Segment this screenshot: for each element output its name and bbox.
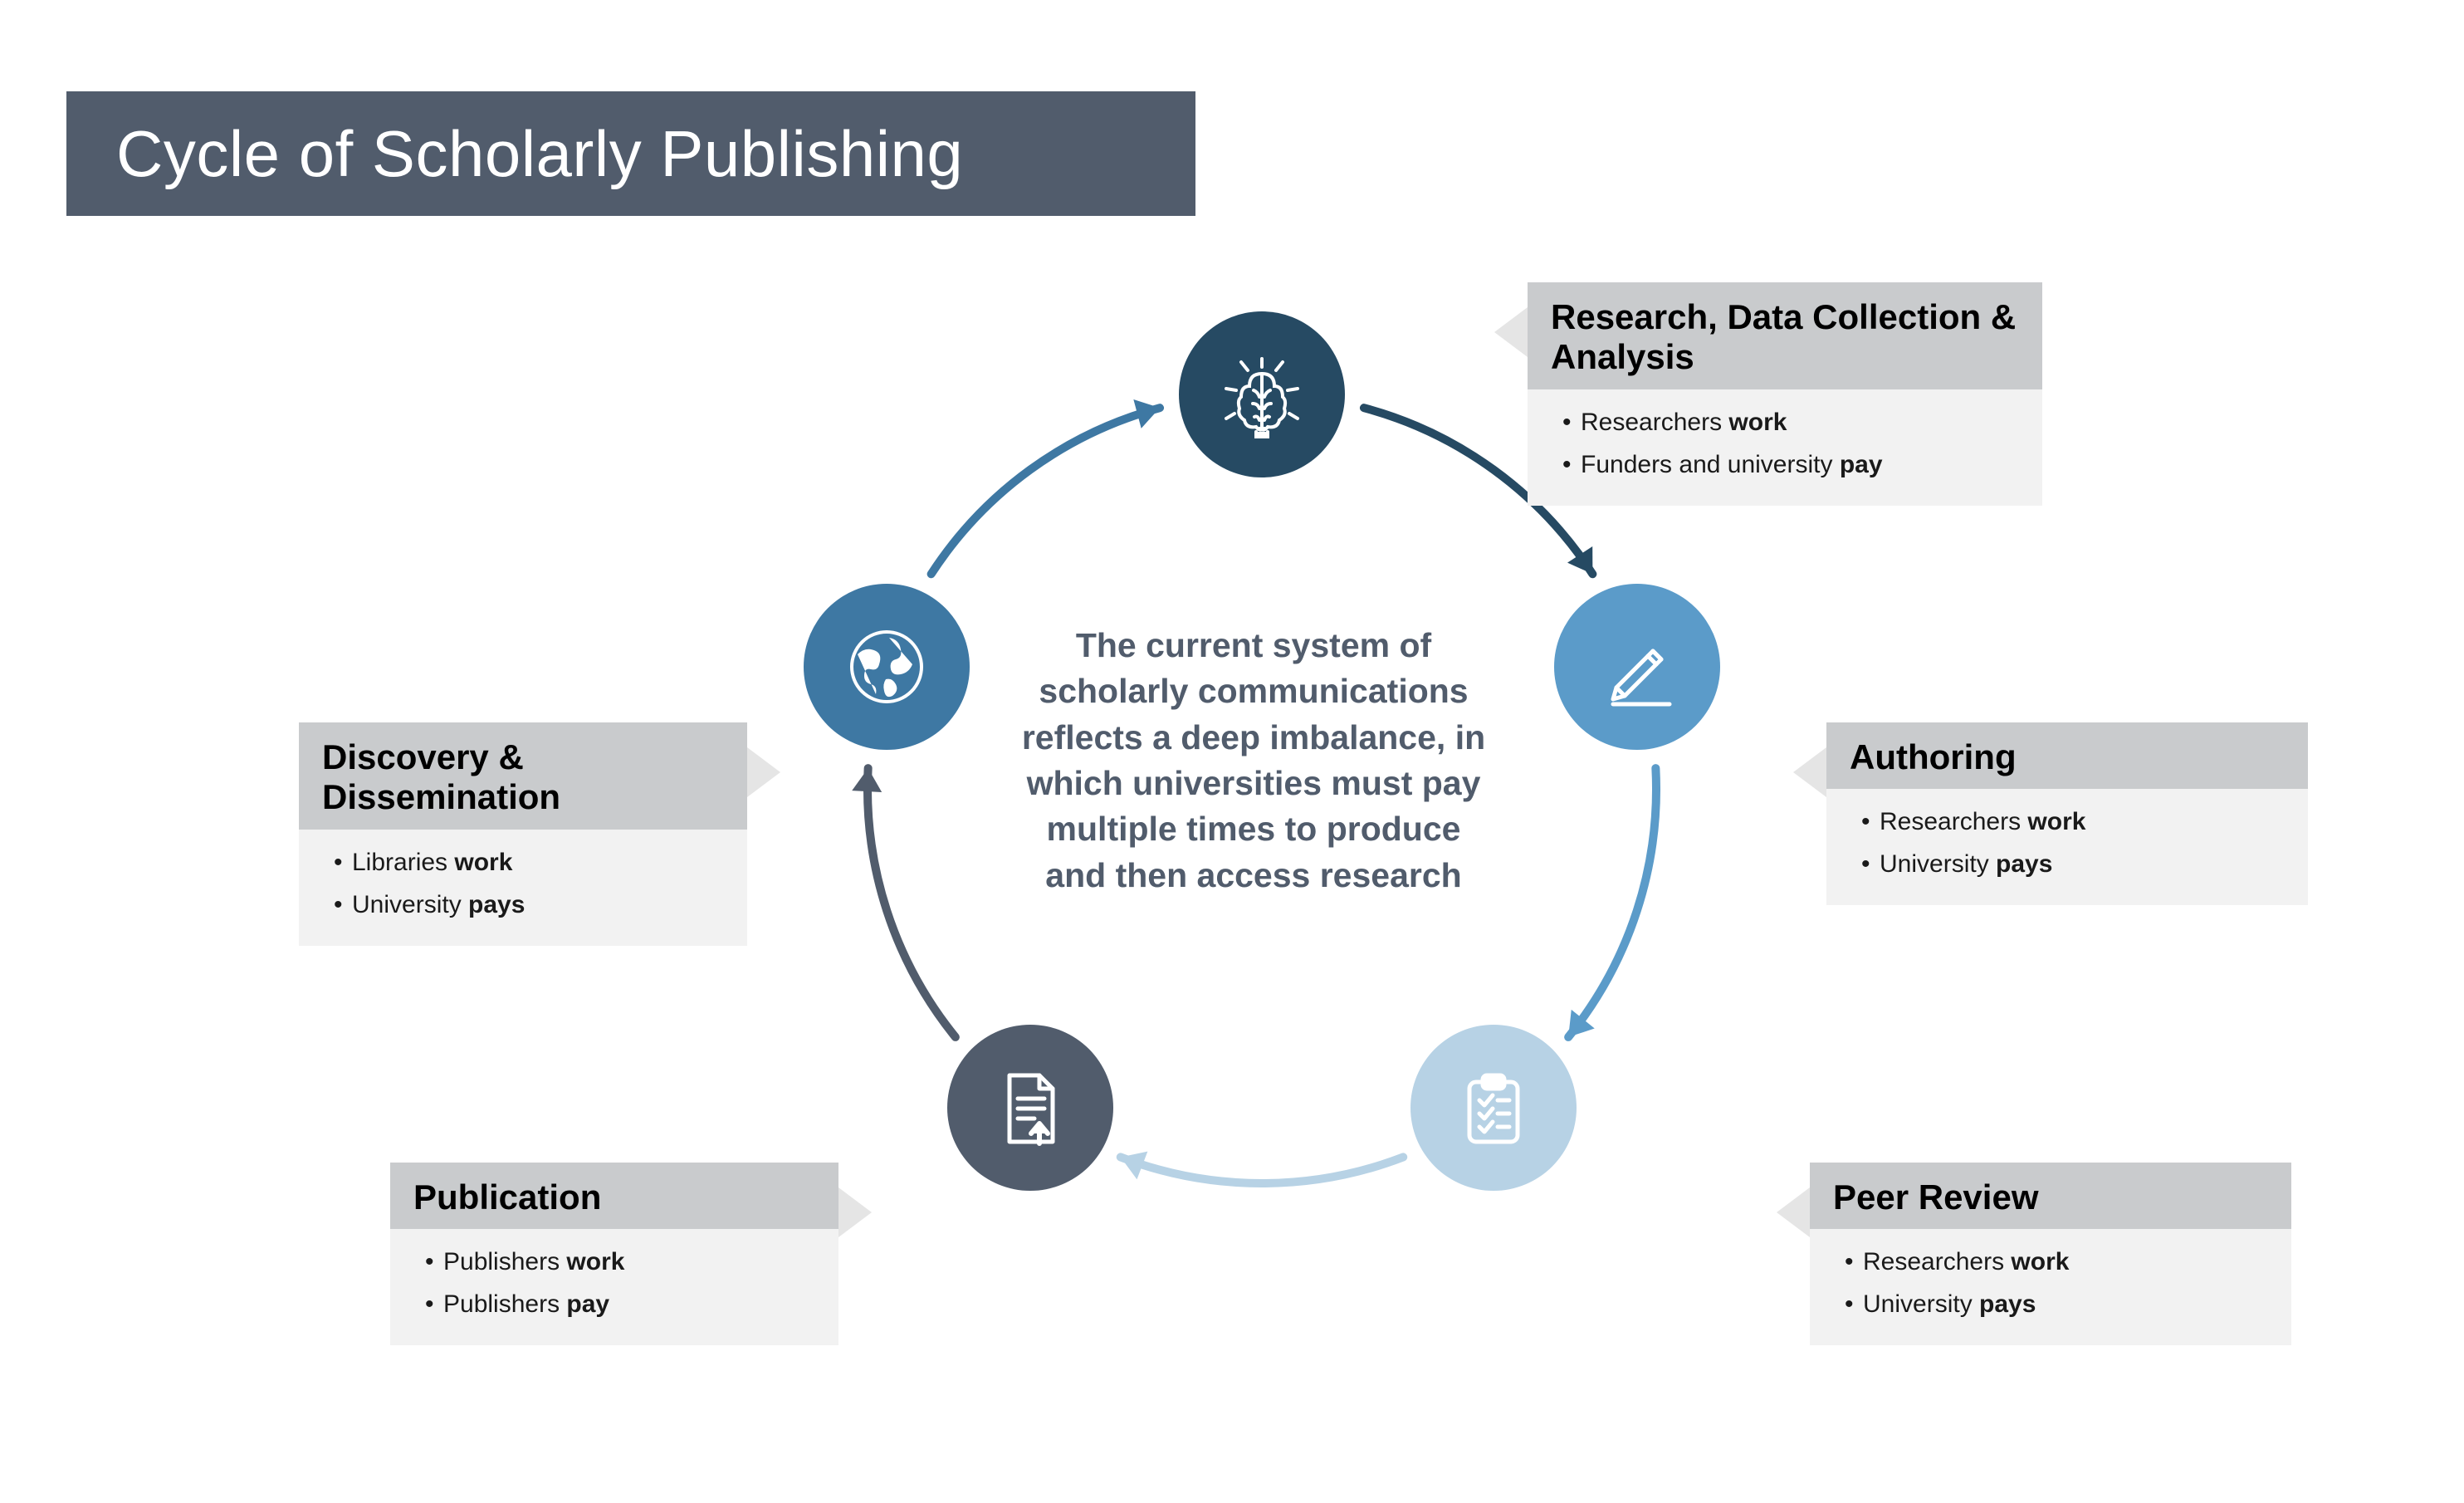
label-body: Researchers workUniversity pays [1810, 1229, 2291, 1345]
cycle-node-discovery [804, 584, 970, 750]
label-publication: PublicationPublishers workPublishers pay [390, 1163, 838, 1345]
globe-icon [841, 621, 932, 712]
brain-icon [1216, 349, 1308, 440]
cycle-node-research [1179, 311, 1345, 477]
label-research: Research, Data Collection & AnalysisRese… [1528, 282, 2042, 506]
label-bullet: University pays [1861, 843, 2285, 885]
label-pointer [1494, 307, 1528, 357]
label-body: Researchers workUniversity pays [1826, 789, 2308, 905]
label-title: Discovery & Dissemination [299, 722, 747, 830]
label-bullet: Libraries work [334, 841, 724, 884]
title-bar: Cycle of Scholarly Publishing [66, 91, 1195, 216]
label-body: Publishers workPublishers pay [390, 1229, 838, 1345]
cycle-node-peer_review [1410, 1025, 1577, 1191]
label-body: Researchers workFunders and university p… [1528, 389, 2042, 506]
label-title: Peer Review [1810, 1163, 2291, 1229]
label-bullet: University pays [334, 884, 724, 926]
cycle-node-publication [947, 1025, 1113, 1191]
label-pointer [838, 1187, 872, 1237]
label-bullet: Publishers pay [425, 1283, 815, 1325]
label-pointer [747, 747, 780, 797]
label-title: Research, Data Collection & Analysis [1528, 282, 2042, 389]
label-peer_review: Peer ReviewResearchers workUniversity pa… [1810, 1163, 2291, 1345]
label-bullet: Funders and university pay [1562, 443, 2019, 486]
label-body: Libraries workUniversity pays [299, 830, 747, 946]
label-title: Publication [390, 1163, 838, 1229]
label-bullet: Researchers work [1861, 800, 2285, 843]
page-title: Cycle of Scholarly Publishing [116, 116, 963, 192]
label-authoring: AuthoringResearchers workUniversity pays [1826, 722, 2308, 905]
label-title: Authoring [1826, 722, 2308, 789]
pencil-icon [1591, 621, 1683, 712]
label-discovery: Discovery & DisseminationLibraries workU… [299, 722, 747, 946]
label-bullet: Researchers work [1562, 401, 2019, 443]
cycle-node-authoring [1554, 584, 1720, 750]
label-bullet: Researchers work [1845, 1241, 2268, 1283]
label-pointer [1793, 747, 1826, 797]
cycle-center-text: The current system of scholarly communic… [1021, 623, 1486, 898]
document-icon [985, 1062, 1076, 1153]
label-bullet: University pays [1845, 1283, 2268, 1325]
label-pointer [1777, 1187, 1810, 1237]
label-bullet: Publishers work [425, 1241, 815, 1283]
clipboard-icon [1448, 1062, 1539, 1153]
